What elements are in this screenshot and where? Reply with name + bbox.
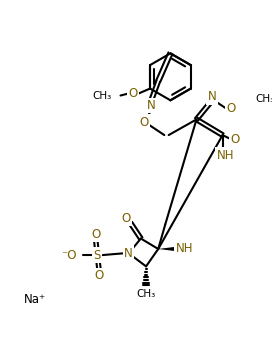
Text: O: O bbox=[91, 228, 100, 241]
Polygon shape bbox=[158, 247, 176, 251]
Text: ⁻O: ⁻O bbox=[61, 249, 76, 261]
Text: O: O bbox=[230, 133, 239, 146]
Text: Na⁺: Na⁺ bbox=[24, 293, 47, 306]
Text: O: O bbox=[94, 270, 104, 283]
Text: O: O bbox=[140, 115, 149, 128]
Text: N: N bbox=[208, 90, 217, 103]
Text: CH₃: CH₃ bbox=[256, 94, 272, 104]
Text: N: N bbox=[147, 99, 156, 112]
Text: CH₃: CH₃ bbox=[137, 289, 156, 299]
Text: N: N bbox=[124, 247, 133, 260]
Text: NH: NH bbox=[175, 241, 193, 254]
Text: O: O bbox=[227, 102, 236, 115]
Text: NH: NH bbox=[217, 148, 234, 161]
Text: CH₃: CH₃ bbox=[92, 91, 112, 100]
Text: O: O bbox=[128, 87, 137, 100]
Text: S: S bbox=[94, 249, 101, 261]
Text: O: O bbox=[121, 212, 131, 225]
